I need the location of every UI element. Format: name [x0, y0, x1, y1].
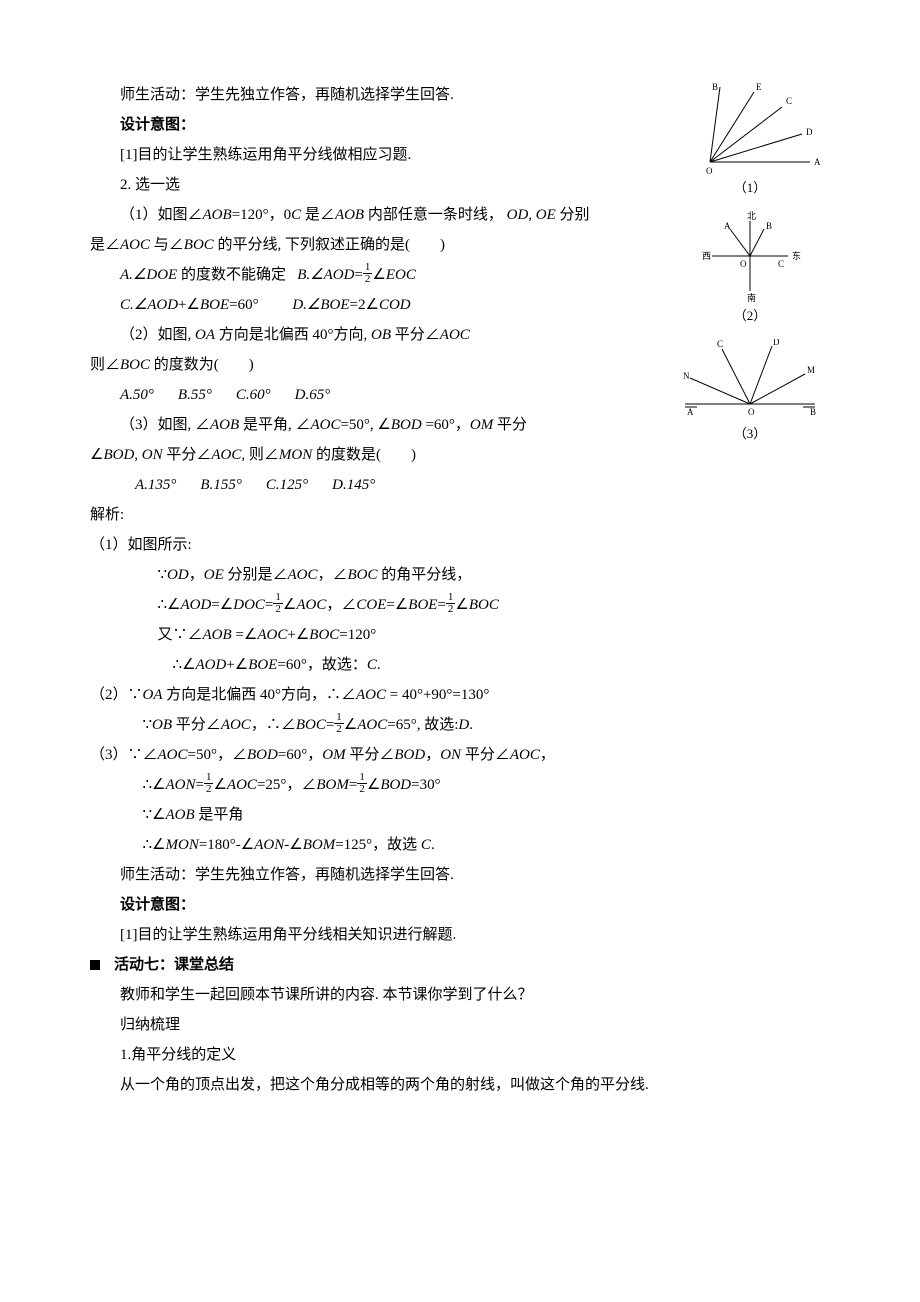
svg-text:M: M	[807, 365, 815, 375]
q1-line2: 是∠AOC 与∠BOC 的平分线, 下列叙述正确的是( )	[90, 230, 620, 260]
svg-text:D: D	[806, 127, 813, 137]
act7-p2: 归纳梳理	[90, 1010, 830, 1040]
sol1-s4: ∴∠AOD+∠BOE=60°，故选：C.	[90, 650, 830, 680]
figure-column: A D C E B O （1） 北 南 东 西 A B	[670, 80, 830, 457]
svg-text:O: O	[706, 166, 713, 175]
outro-design-body: [1]目的让学生熟练运用角平分线相关知识进行解题.	[90, 920, 830, 950]
svg-text:O: O	[740, 259, 747, 269]
figure-1-svg: A D C E B O	[680, 80, 820, 175]
act7-head: 活动七：课堂总结	[90, 950, 830, 980]
sol3-l1: （3）∵∠AOC=50°，∠BOD=60°，OM 平分∠BOD，ON 平分∠AO…	[90, 740, 830, 770]
svg-text:C: C	[786, 96, 792, 106]
svg-text:D: D	[773, 339, 780, 347]
sol1-s2: ∴∠AOD=∠DOC=12∠AOC，∠COE=∠BOE=12∠BOC	[90, 590, 830, 620]
q3-opts: A.135°B.155°C.125°D.145°	[90, 470, 620, 500]
figure-2: 北 南 东 西 A B C O （2）	[670, 211, 830, 329]
svg-text:西: 西	[702, 251, 711, 261]
q1-line1: （1）如图∠AOB=120°，0C 是∠AOB 内部任意一条时线， OD, OE…	[90, 200, 620, 230]
svg-text:东: 东	[792, 250, 801, 261]
q1-opts-cd: C.∠AOD+∠BOE=60° D.∠BOE=2∠COD	[90, 290, 620, 320]
svg-text:E: E	[756, 82, 762, 92]
sol3-l2: ∴∠AON=12∠AOC=25°，∠BOM=12∠BOD=30°	[90, 770, 830, 800]
sol1-s3: 又∵∠AOB =∠AOC+∠BOC=120°	[90, 620, 830, 650]
q2-line2: 则∠BOC 的度数为( )	[90, 350, 620, 380]
figure-3-caption: （3）	[670, 421, 830, 447]
q2-line1: （2）如图, OA 方向是北偏西 40°方向, OB 平分∠AOC	[90, 320, 620, 350]
bullet-icon	[90, 960, 100, 970]
act7-p3: 1.角平分线的定义	[90, 1040, 830, 1070]
figure-2-svg: 北 南 东 西 A B C O	[680, 211, 820, 303]
figure-1-caption: （1）	[670, 175, 830, 201]
svg-text:南: 南	[747, 292, 756, 303]
sol1-head: （1）如图所示:	[90, 530, 830, 560]
sol3-l3: ∵∠AOB 是平角	[90, 800, 830, 830]
sol3-l4: ∴∠MON=180°-∠AON-∠BOM=125°，故选 C.	[90, 830, 830, 860]
outro-activity: 师生活动：学生先独立作答，再随机选择学生回答.	[90, 860, 830, 890]
svg-text:A: A	[814, 157, 820, 167]
svg-text:B: B	[766, 221, 772, 231]
sol1-s1: ∵OD，OE 分别是∠AOC，∠BOC 的角平分线，	[90, 560, 830, 590]
figure-1: A D C E B O （1）	[670, 80, 830, 201]
svg-text:B: B	[810, 407, 816, 417]
svg-text:A: A	[724, 221, 731, 231]
act7-title: 活动七：课堂总结	[114, 950, 234, 980]
analysis-label: 解析:	[90, 500, 830, 530]
svg-text:C: C	[717, 339, 723, 349]
svg-text:N: N	[683, 371, 690, 381]
svg-text:O: O	[748, 407, 755, 417]
figure-2-caption: （2）	[670, 303, 830, 329]
act7-p1: 教师和学生一起回顾本节课所讲的内容. 本节课你学到了什么？	[90, 980, 830, 1010]
q1-opts-ab: A.∠DOE 的度数不能确定 B.∠AOD=12∠EOC	[90, 260, 620, 290]
svg-text:A: A	[687, 407, 694, 417]
q3-line2: ∠BOD, ON 平分∠AOC, 则∠MON 的度数是( )	[90, 440, 620, 470]
q2-opts: A.50°B.55°C.60°D.65°	[90, 380, 620, 410]
svg-text:北: 北	[747, 211, 756, 221]
q3-line1: （3）如图, ∠AOB 是平角, ∠AOC=50°, ∠BOD =60°，OM …	[90, 410, 620, 440]
outro-design-label: 设计意图：	[90, 890, 830, 920]
sol2-l1: （2）∵OA 方向是北偏西 40°方向，∴∠AOC = 40°+90°=130°	[90, 680, 830, 710]
svg-text:B: B	[712, 82, 718, 92]
sol2-l2: ∵OB 平分∠AOC，∴∠BOC=12∠AOC=65°, 故选:D.	[90, 710, 830, 740]
act7-p4: 从一个角的顶点出发，把这个角分成相等的两个角的射线，叫做这个角的平分线.	[90, 1070, 830, 1100]
figure-3: A O B N C D M （3）	[670, 339, 830, 447]
svg-text:C: C	[778, 259, 784, 269]
figure-3-svg: A O B N C D M	[675, 339, 825, 421]
